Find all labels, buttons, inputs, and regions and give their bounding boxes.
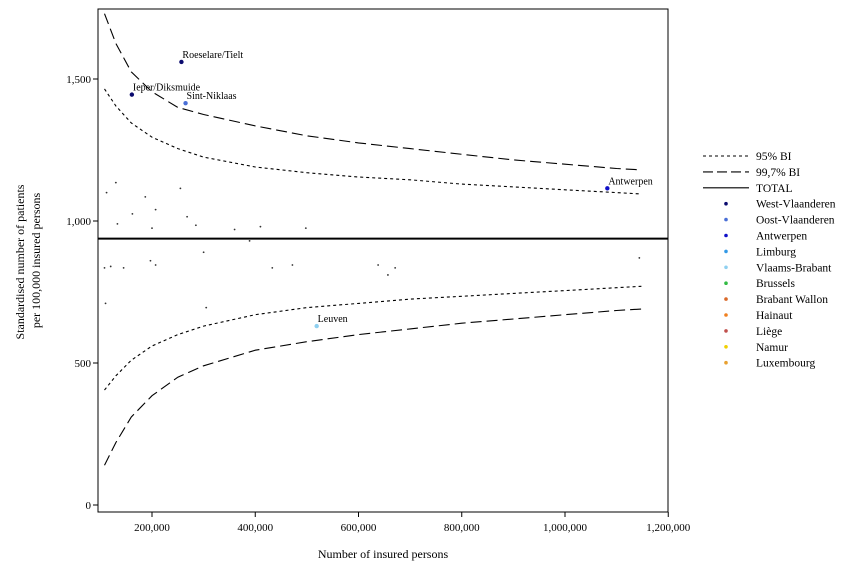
- legend-label: Namur: [756, 342, 788, 354]
- data-point: [377, 264, 380, 266]
- plot-frame: [97, 8, 669, 513]
- y-tick-label: 500: [75, 358, 92, 370]
- data-point: [233, 228, 236, 231]
- data-point: [179, 187, 182, 190]
- data-point: [271, 266, 274, 269]
- data-point: [259, 225, 262, 228]
- data-point: [131, 213, 134, 215]
- legend-label: Hainaut: [756, 310, 793, 322]
- data-point: [154, 264, 157, 266]
- legend-label: Oost-Vlaanderen: [756, 215, 835, 227]
- data-point: [114, 181, 117, 184]
- ci95-lower-line: [104, 285, 642, 391]
- data-point: [151, 227, 153, 230]
- data-point: [116, 222, 119, 225]
- legend-marker: [724, 233, 728, 238]
- y-axis-label-line-1: Standardised number of patients: [13, 184, 27, 339]
- data-point: [103, 266, 106, 269]
- data-point: [154, 208, 157, 211]
- legend-label: Antwerpen: [756, 231, 807, 243]
- data-point: [105, 191, 108, 194]
- point-label: Antwerpen: [608, 176, 652, 187]
- data-point: [387, 274, 389, 276]
- x-tick-label: 1,200,000: [646, 522, 691, 534]
- y-tick-label: 0: [86, 500, 92, 512]
- legend-label: Liège: [756, 326, 782, 338]
- data-point: [248, 239, 251, 242]
- point-label: Leuven: [318, 314, 348, 325]
- legend-label: Brabant Wallon: [756, 294, 828, 306]
- x-tick-label: 1,000,000: [543, 522, 588, 534]
- legend-label: 99,7% BI: [756, 167, 800, 179]
- legend-marker: [724, 360, 728, 365]
- legend-marker: [724, 201, 728, 206]
- point-label: Roeselare/Tielt: [182, 50, 243, 61]
- data-point: [205, 306, 208, 309]
- data-point-highlighted: [183, 100, 188, 106]
- x-tick-label: 800,000: [444, 522, 480, 534]
- data-point: [109, 265, 112, 268]
- x-tick-label: 200,000: [134, 522, 170, 534]
- data-point: [149, 259, 152, 262]
- data-point-highlighted: [314, 323, 319, 329]
- legend-label: Limburg: [756, 246, 796, 258]
- legend-label: West-Vlaanderen: [756, 199, 836, 211]
- data-point-highlighted: [179, 59, 184, 65]
- data-point: [186, 215, 189, 218]
- legend-marker: [724, 313, 728, 317]
- ci997-lower-line: [104, 308, 642, 466]
- legend-marker: [724, 297, 728, 301]
- legend-marker: [724, 329, 728, 333]
- point-label: Sint-Niklaas: [187, 91, 237, 102]
- x-axis-label: Number of insured persons: [318, 547, 449, 561]
- data-point: [104, 302, 107, 305]
- y-tick-label: 1,000: [66, 216, 91, 228]
- legend-label: TOTAL: [756, 183, 793, 195]
- data-point: [202, 251, 205, 254]
- data-point: [194, 224, 197, 227]
- plot-area: 0 500 1,000 1,500 200,000 400,000 600,000 800,0…: [66, 8, 691, 534]
- y-tick-label: 1,500: [66, 74, 91, 86]
- legend-marker: [724, 265, 728, 270]
- data-point-highlighted: [129, 92, 135, 97]
- y-axis-label: Standardised number of patients per 100,…: [13, 182, 43, 340]
- data-point-highlighted: [605, 186, 610, 191]
- legend-label: Brussels: [756, 278, 796, 290]
- legend-marker: [724, 281, 728, 286]
- x-tick-label: 400,000: [237, 522, 273, 534]
- legend-marker: [724, 345, 728, 349]
- y-axis-label-line-2: per 100,000 insured persons: [29, 193, 43, 329]
- ci95-upper-line: [104, 88, 642, 195]
- point-label: Ieper/Diksmuide: [133, 83, 201, 94]
- legend-label: Vlaams-Brabant: [756, 262, 832, 274]
- x-tick-label: 600,000: [341, 522, 377, 534]
- legend: 95% BI 99,7% BI TOTAL West-Vlaanderen Oost-V…: [703, 151, 836, 370]
- data-point: [144, 195, 147, 198]
- legend-marker: [724, 217, 728, 222]
- legend-label: Luxembourg: [756, 358, 815, 370]
- data-point: [304, 227, 307, 230]
- ci997-upper-line: [103, 13, 642, 171]
- data-point: [394, 266, 397, 269]
- legend-marker: [724, 249, 728, 254]
- data-point: [291, 264, 294, 266]
- data-point: [122, 266, 125, 269]
- legend-label: 95% BI: [756, 151, 792, 163]
- data-point: [638, 257, 641, 259]
